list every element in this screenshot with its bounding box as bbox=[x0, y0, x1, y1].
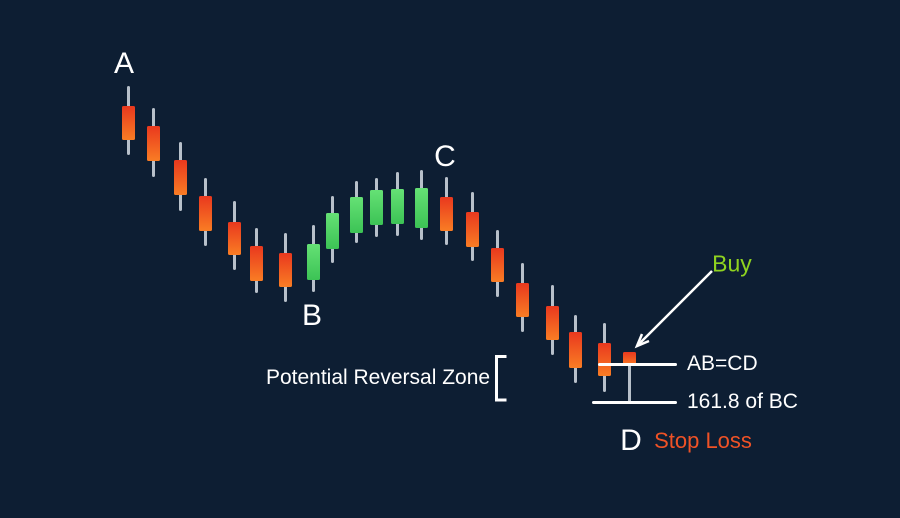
label-point-b: B bbox=[301, 299, 323, 332]
level-line bbox=[598, 362, 677, 366]
candle-body-bearish bbox=[598, 343, 611, 376]
candle-body-bearish bbox=[569, 332, 582, 368]
candle-body-bearish bbox=[516, 283, 529, 317]
candle-body-bullish bbox=[307, 244, 320, 280]
candle-body-bullish bbox=[370, 190, 383, 225]
candle-body-bearish bbox=[466, 212, 479, 247]
candle-body-bearish bbox=[147, 126, 160, 161]
candle-body-bullish bbox=[326, 213, 339, 249]
buy-arrow-head-icon bbox=[634, 333, 650, 349]
extension-level-label: 161.8 of BC bbox=[687, 390, 798, 413]
candle-body-bearish bbox=[122, 106, 135, 140]
candle-wick bbox=[628, 353, 631, 403]
potential-reversal-zone-label: Potential Reversal Zone bbox=[265, 366, 491, 389]
abcd-level-label: AB=CD bbox=[687, 352, 758, 375]
candle-body-bearish bbox=[546, 306, 559, 340]
stop-loss-label: Stop Loss bbox=[654, 428, 752, 453]
label-point-d: D bbox=[620, 424, 642, 457]
candle-body-bearish bbox=[228, 222, 241, 255]
candle-body-bearish bbox=[199, 196, 212, 231]
buy-arrow-line bbox=[637, 270, 713, 346]
prz-bracket-icon bbox=[495, 355, 507, 402]
candle-body-bearish bbox=[250, 246, 263, 281]
candle-body-bearish bbox=[491, 248, 504, 282]
label-point-c: C bbox=[434, 140, 456, 173]
candle-body-bearish bbox=[440, 197, 453, 231]
candle-body-bullish bbox=[350, 197, 363, 233]
level-line bbox=[592, 400, 677, 404]
candle-body-bullish bbox=[415, 188, 428, 228]
buy-label: Buy bbox=[712, 250, 752, 277]
candle-body-bullish bbox=[391, 189, 404, 224]
label-point-a: A bbox=[113, 47, 135, 80]
candle-body-bearish bbox=[174, 160, 187, 195]
candle-body-bearish bbox=[279, 253, 292, 287]
